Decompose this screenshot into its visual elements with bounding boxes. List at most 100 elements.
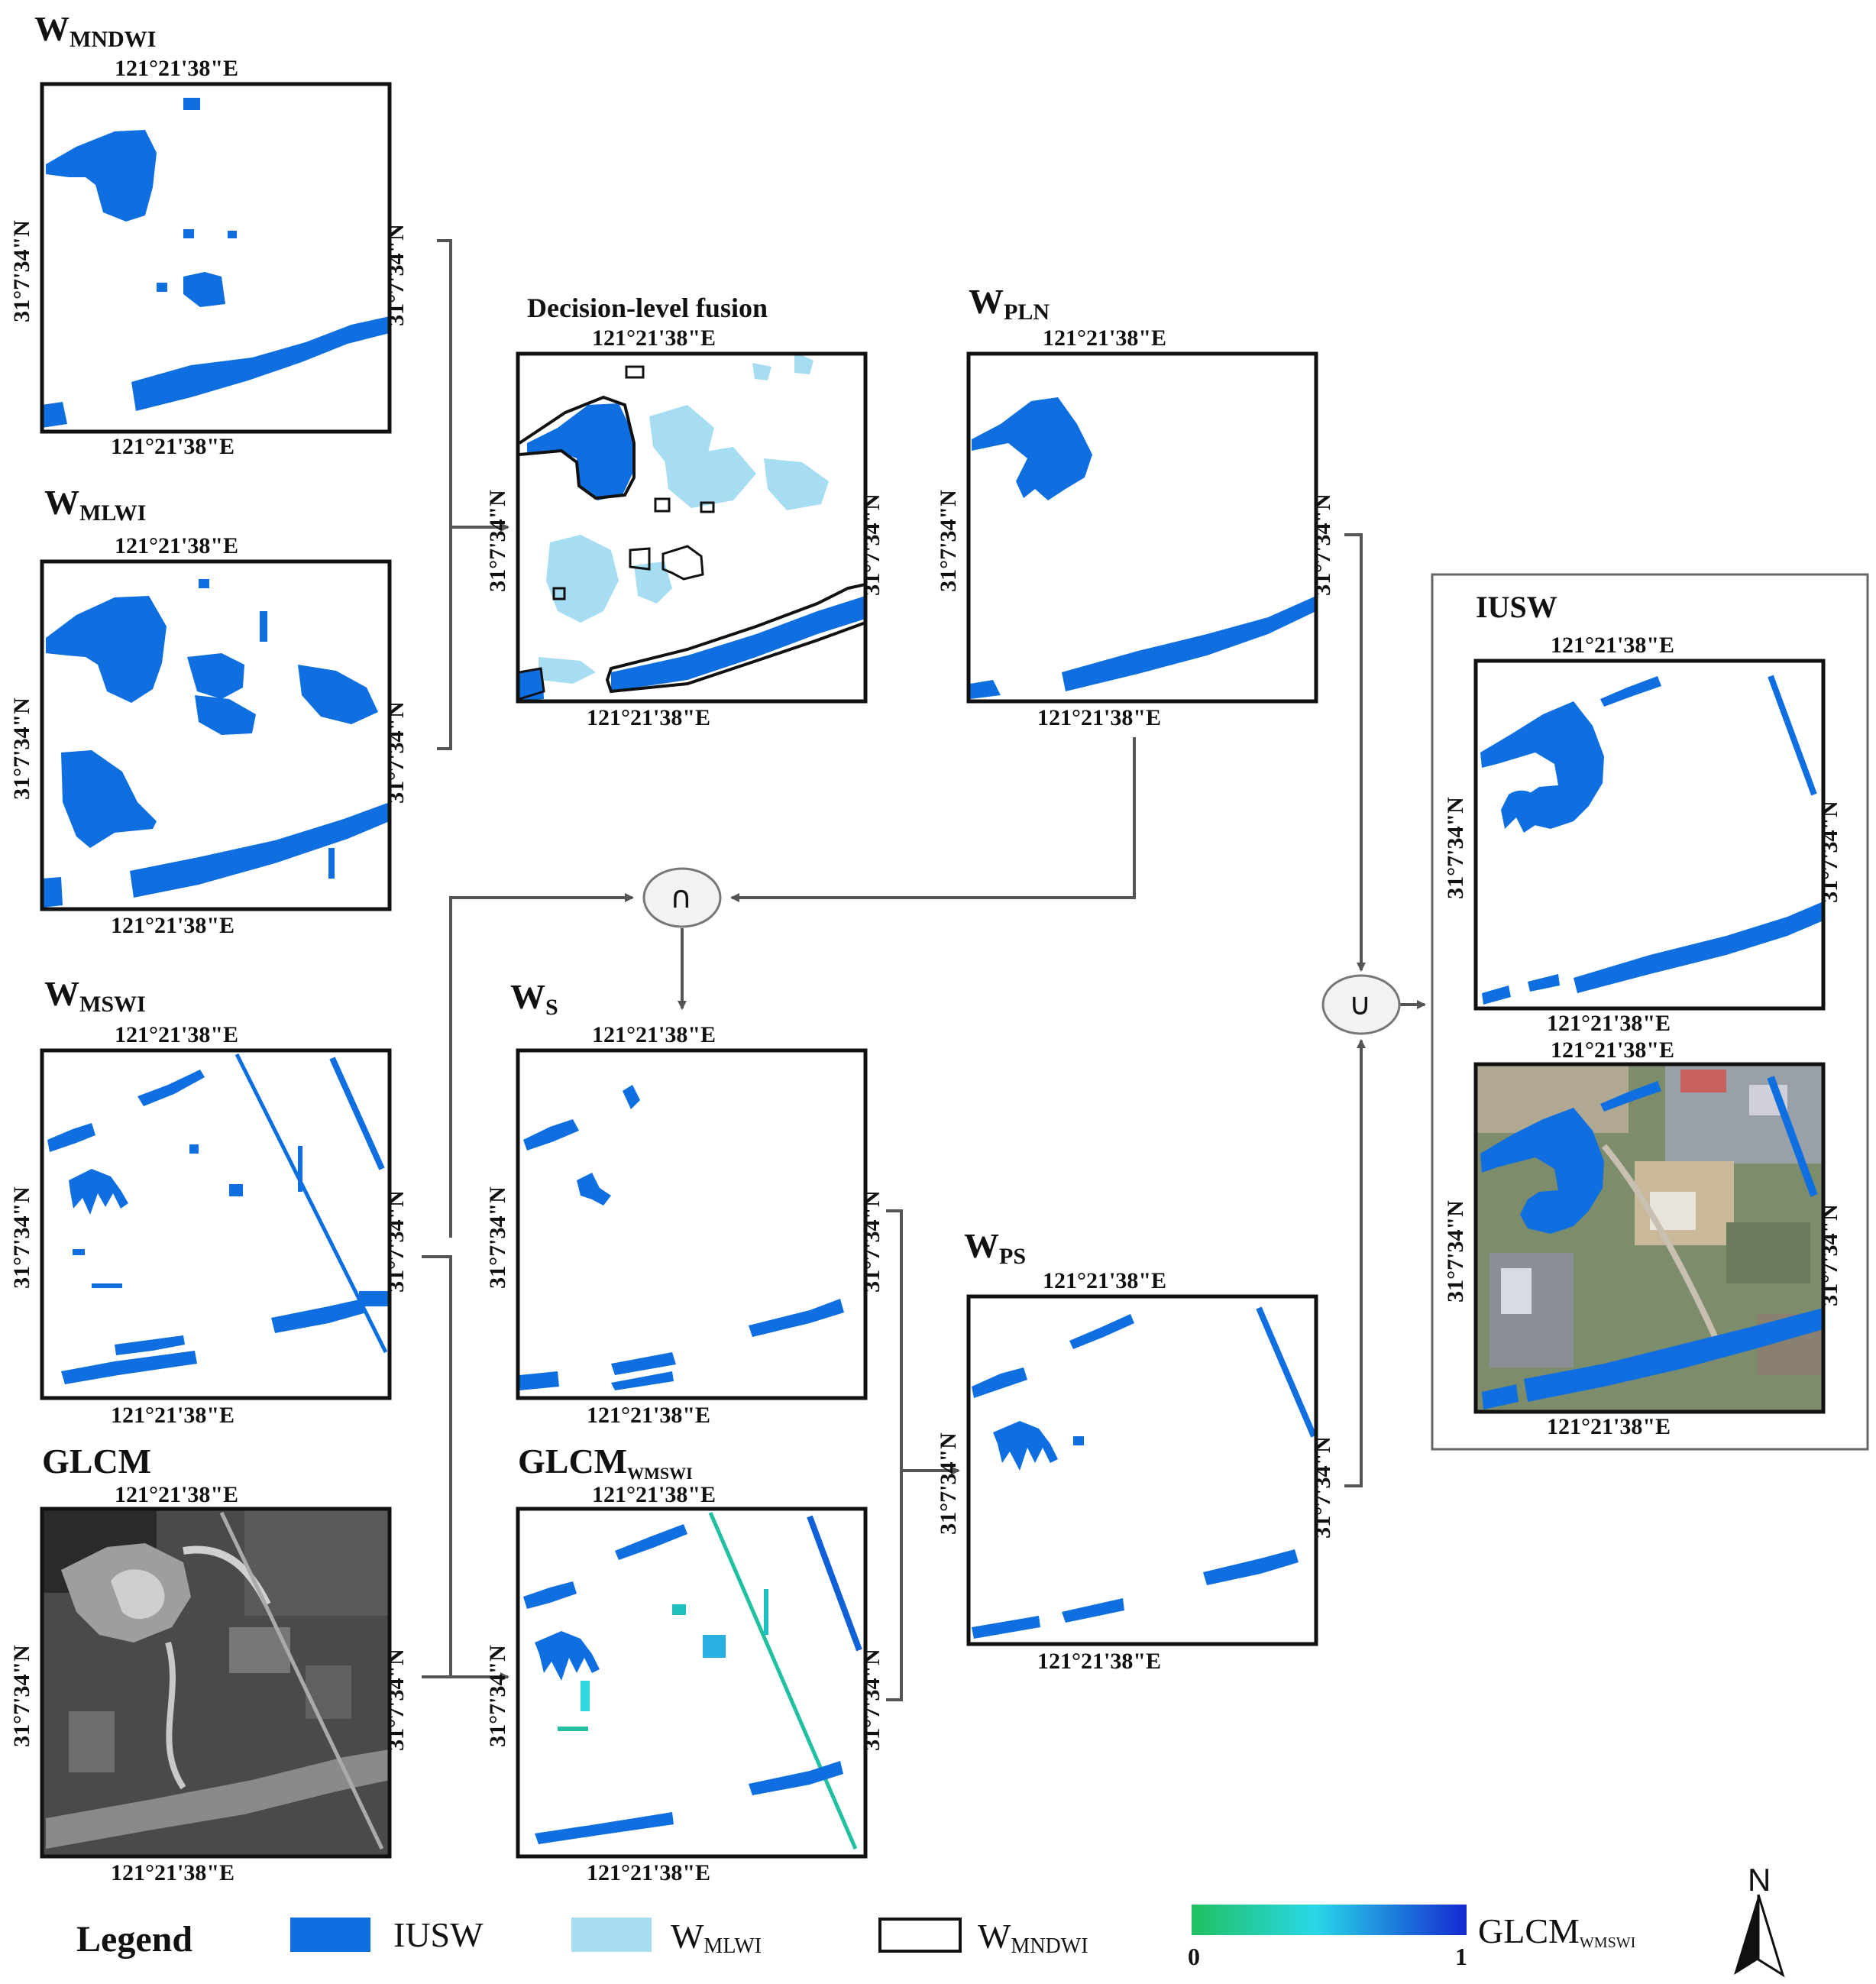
lat-label: 31°7'34"N xyxy=(383,224,409,326)
lat-label: 31°7'34"N xyxy=(935,490,961,592)
lon-label: 121°21'38"E xyxy=(111,434,234,459)
panel-mswi-frame xyxy=(40,1048,392,1400)
lon-label: 121°21'38"E xyxy=(111,1403,234,1428)
lat-label: 31°7'34"N xyxy=(859,494,885,596)
workflow-connectors xyxy=(422,239,1426,1701)
title-mlwi: WMLWI xyxy=(44,483,147,526)
panel-wps-map xyxy=(969,1296,1316,1644)
title-glcm: GLCM xyxy=(42,1442,152,1481)
panel-ws-map xyxy=(518,1050,865,1398)
lat-label: 31°7'34"N xyxy=(8,1645,34,1747)
lon-label: 121°21'38"E xyxy=(592,325,716,351)
union-node xyxy=(1321,974,1401,1035)
lat-label: 31°7'34"N xyxy=(859,1190,885,1293)
arrow-wps-to-union xyxy=(1344,1039,1366,1487)
legend-iusw-label: IUSW xyxy=(393,1915,484,1954)
lon-label: 121°21'38"E xyxy=(587,1403,710,1428)
panel-glcm-wmswi-frame xyxy=(516,1507,868,1859)
panel-wpln-frame xyxy=(966,351,1318,704)
title-wpln: WPLN xyxy=(969,282,1050,325)
lon-label: 121°21'38"E xyxy=(1037,705,1161,730)
lon-label: 121°21'38"E xyxy=(587,705,710,730)
lon-label: 121°21'38"E xyxy=(1547,1414,1671,1439)
panel-glcm-map xyxy=(42,1509,390,1856)
legend-glcm-label: GLCMWMSWI xyxy=(1478,1911,1636,1951)
lon-label: 121°21'38"E xyxy=(592,1022,716,1047)
lat-label: 31°7'34"N xyxy=(1816,1204,1842,1306)
lon-label: 121°21'38"E xyxy=(587,1860,710,1885)
lat-label: 31°7'34"N xyxy=(484,1186,510,1289)
panel-mlwi-frame xyxy=(40,559,392,911)
legend-mlwi-swatch xyxy=(571,1918,652,1952)
panel-wps-frame xyxy=(966,1294,1318,1646)
lat-label: 31°7'34"N xyxy=(859,1649,885,1751)
panel-iusw-frame xyxy=(1473,659,1826,1011)
panel-mndwi-frame xyxy=(40,82,392,434)
intersection-symbol: ∩ xyxy=(670,880,693,915)
title-mswi: WMSWI xyxy=(44,974,146,1017)
legend-color-ramp xyxy=(1192,1905,1467,1935)
arrow-wpln-to-union xyxy=(1344,533,1366,972)
north-arrow-icon xyxy=(1734,1894,1785,1978)
lat-label: 31°7'34"N xyxy=(1309,1436,1335,1539)
legend-iusw-swatch xyxy=(290,1918,370,1952)
legend-mndwi-label: WMNDWI xyxy=(978,1917,1088,1958)
panel-mswi-map xyxy=(42,1050,390,1398)
lon-label: 121°21'38"E xyxy=(115,533,238,558)
lat-label: 31°7'34"N xyxy=(8,1186,34,1289)
lat-label: 31°7'34"N xyxy=(935,1432,961,1535)
panel-glcm-frame xyxy=(40,1507,392,1859)
legend-title: Legend xyxy=(76,1919,193,1960)
legend-ramp-max: 1 xyxy=(1455,1943,1467,1970)
arrow-to-glcm-wmswi xyxy=(422,1255,509,1681)
lat-label: 31°7'34"N xyxy=(8,697,34,800)
connector-ws-glcm-bracket xyxy=(886,1209,903,1701)
title-wps: WPS xyxy=(964,1226,1027,1269)
panel-mlwi-map xyxy=(42,562,390,909)
lon-label: 121°21'38"E xyxy=(1043,1268,1166,1293)
panel-wpln-map xyxy=(969,354,1316,701)
lon-label: 121°21'38"E xyxy=(115,1482,238,1507)
lat-label: 31°7'34"N xyxy=(484,1645,510,1747)
lon-label: 121°21'38"E xyxy=(115,56,238,81)
lon-label: 121°21'38"E xyxy=(1551,1037,1674,1063)
legend-mlwi-label: WMLWI xyxy=(671,1917,762,1958)
lat-label: 31°7'34"N xyxy=(1309,494,1335,596)
lon-label: 121°21'38"E xyxy=(115,1022,238,1047)
legend-mndwi-swatch xyxy=(878,1918,962,1953)
arrow-mswi-to-intersection xyxy=(449,893,634,1238)
lon-label: 121°21'38"E xyxy=(592,1482,716,1507)
lon-label: 121°21'38"E xyxy=(1547,1011,1671,1036)
north-label: N xyxy=(1748,1862,1771,1898)
panel-iusw-satellite-map xyxy=(1476,1064,1823,1412)
lat-label: 31°7'34"N xyxy=(484,490,510,592)
union-symbol: ∪ xyxy=(1349,987,1372,1022)
panel-iusw-map xyxy=(1476,661,1823,1008)
panel-fusion-frame xyxy=(516,351,868,704)
panel-iusw-satellite-frame xyxy=(1473,1062,1826,1414)
lat-label: 31°7'34"N xyxy=(383,1649,409,1751)
lat-label: 31°7'34"N xyxy=(1816,801,1842,903)
connector-mndwi-mlwi-bracket xyxy=(437,239,452,750)
lat-label: 31°7'34"N xyxy=(8,220,34,322)
panel-mndwi-map xyxy=(42,84,390,432)
lon-label: 121°21'38"E xyxy=(1551,633,1674,658)
lon-label: 121°21'38"E xyxy=(1043,325,1166,351)
lon-label: 121°21'38"E xyxy=(1037,1649,1161,1674)
panel-ws-frame xyxy=(516,1048,868,1400)
lat-label: 31°7'34"N xyxy=(1442,1200,1468,1303)
lon-label: 121°21'38"E xyxy=(111,913,234,938)
lon-label: 121°21'38"E xyxy=(111,1860,234,1885)
title-fusion: Decision-level fusion xyxy=(527,293,768,323)
legend-ramp-min: 0 xyxy=(1188,1943,1200,1970)
title-ws: WS xyxy=(510,977,558,1020)
panel-glcm-wmswi-map xyxy=(518,1509,865,1856)
title-mndwi: WMNDWI xyxy=(34,9,157,52)
panel-fusion-map xyxy=(518,354,865,701)
arrow-wpln-to-intersection xyxy=(730,737,1136,902)
lat-label: 31°7'34"N xyxy=(1442,797,1468,899)
iusw-group-box xyxy=(1431,573,1869,1451)
lat-label: 31°7'34"N xyxy=(383,1190,409,1293)
title-glcm-wmswi: GLCMWMSWI xyxy=(518,1442,693,1483)
